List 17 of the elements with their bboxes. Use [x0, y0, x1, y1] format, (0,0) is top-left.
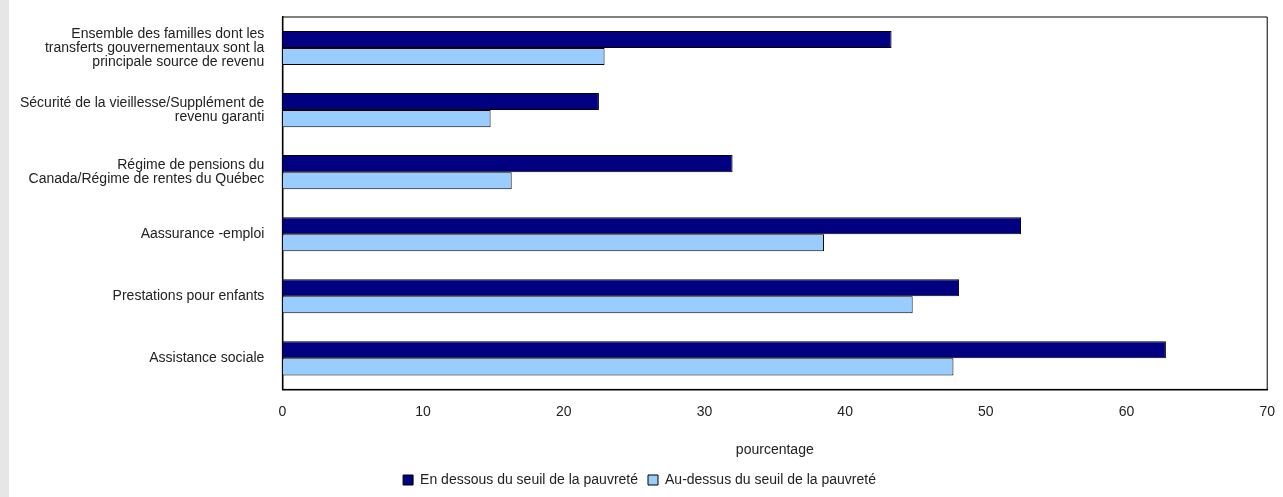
y-tick-label: Prestations pour enfants — [112, 287, 265, 304]
y-tick-label: Assistance sociale — [149, 349, 265, 366]
x-tick-label: 30 — [696, 402, 713, 419]
y-tick-label: Ensemble des familles dont les transferts gouvernementaux sont la principale source de revenu — [44, 24, 265, 69]
x-tick-label: 70 — [1259, 402, 1276, 419]
x-tick-label: 20 — [555, 402, 572, 419]
x-tick-label: 40 — [837, 402, 854, 419]
y-tick-label: Régime de pensions du Canada/Régime de rentes du Québec — [28, 156, 265, 187]
x-axis-title: pourcentage — [735, 441, 814, 458]
x-tick-label: 60 — [1118, 402, 1135, 419]
y-tick-label: Aassurance -emploi — [140, 225, 265, 242]
x-tick-label: 0 — [278, 402, 287, 419]
x-tick-label: 50 — [978, 402, 994, 419]
legend-label: En dessous du seuil de la pauvreté — [420, 470, 639, 487]
y-tick-label: Sécurité de la vieillesse/Supplément de revenu garanti — [19, 93, 265, 124]
x-tick-label: 10 — [415, 402, 432, 419]
legend-label: Au-dessus du seuil de la pauvreté — [665, 470, 877, 487]
